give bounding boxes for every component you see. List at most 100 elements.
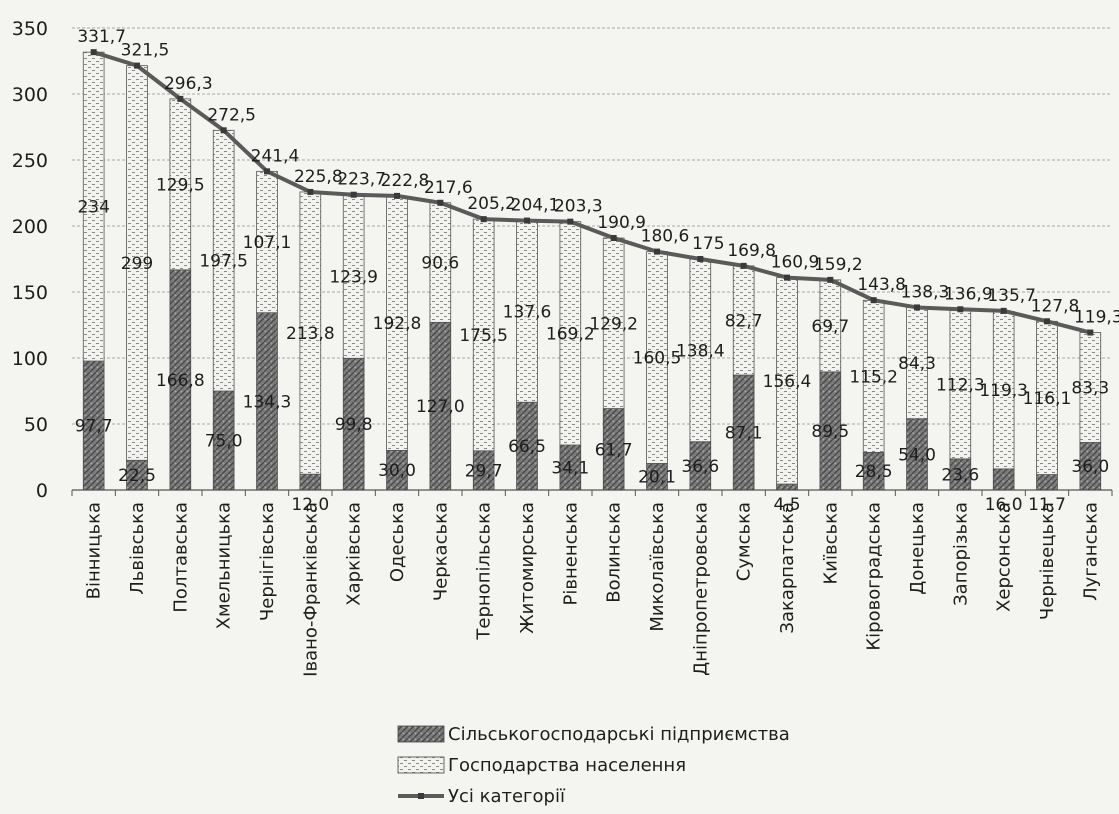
- category-label-21: Херсонська: [994, 502, 1015, 612]
- label-total-10: 204,1: [511, 196, 560, 216]
- label-total-8: 217,6: [424, 178, 473, 198]
- label-enterprises-11: 34,1: [551, 458, 589, 478]
- label-total-5: 225,8: [294, 167, 343, 187]
- label-total-6: 223,7: [337, 170, 386, 190]
- point-total-9: [480, 216, 487, 223]
- y-tick-label-4: 200: [12, 216, 48, 238]
- y-tick-label-5: 250: [12, 150, 48, 172]
- label-households-11: 169,2: [546, 324, 595, 344]
- y-tick-label-1: 50: [24, 414, 48, 436]
- label-enterprises-5: 12,0: [291, 495, 329, 515]
- label-total-23: 119,3: [1074, 308, 1119, 328]
- label-total-4: 241,4: [251, 146, 300, 166]
- label-households-18: 115,2: [849, 367, 898, 387]
- grid-layer: [72, 27, 1112, 425]
- label-enterprises-3: 75,0: [205, 432, 243, 452]
- category-label-20: Запорізька: [950, 502, 971, 606]
- label-total-3: 272,5: [207, 105, 256, 125]
- label-households-13: 160,5: [633, 349, 682, 369]
- category-label-5: Івано-Франківська: [300, 502, 321, 677]
- label-total-20: 136,9: [944, 284, 993, 304]
- label-total-16: 160,9: [771, 253, 820, 273]
- label-total-17: 159,2: [814, 255, 863, 275]
- label-enterprises-2: 166,8: [156, 371, 205, 391]
- axis-layer: 0 50 100 150 200 250 300 350 Вінницька Львівська П…: [12, 18, 1113, 677]
- label-total-1: 321,5: [121, 41, 170, 61]
- bar-enterprises-16: [776, 483, 798, 491]
- category-label-2: Полтавська: [170, 502, 191, 613]
- point-total-13: [654, 248, 660, 255]
- category-label-6: Харківська: [344, 502, 365, 606]
- category-label-14: Дніпропетровська: [690, 502, 711, 676]
- label-total-0: 331,7: [77, 27, 126, 47]
- point-total-1: [134, 62, 140, 69]
- label-households-6: 123,9: [329, 267, 378, 287]
- label-enterprises-8: 127,0: [416, 397, 465, 417]
- point-total-5: [307, 188, 314, 195]
- line-layer: [90, 49, 1094, 336]
- label-enterprises-6: 99,8: [335, 415, 373, 435]
- label-enterprises-22: 11,7: [1028, 495, 1066, 515]
- legend-label-total: Усі категорії: [448, 786, 566, 807]
- label-households-15: 82,7: [725, 311, 763, 331]
- category-label-12: Волинська: [604, 502, 625, 603]
- y-tick-label-0: 0: [36, 480, 48, 502]
- legend-label-households: Господарства населення: [448, 755, 686, 776]
- y-tick-label-3: 150: [12, 282, 48, 304]
- label-enterprises-15: 87,1: [725, 424, 763, 444]
- category-label-4: Чернігівська: [257, 502, 278, 621]
- label-total-7: 222,8: [381, 171, 430, 191]
- point-total-20: [957, 306, 964, 313]
- category-label-1: Львівська: [127, 502, 148, 595]
- category-label-8: Черкаська: [430, 502, 451, 601]
- label-households-0: 234: [77, 198, 109, 218]
- label-total-18: 143,8: [857, 275, 906, 295]
- point-total-10: [524, 217, 530, 224]
- label-households-7: 192,8: [373, 314, 422, 334]
- legend-swatch-enterprises: [397, 725, 445, 743]
- category-label-9: Тернопільська: [474, 502, 495, 641]
- label-households-2: 129,5: [156, 175, 205, 195]
- label-enterprises-1: 22,5: [118, 466, 156, 486]
- label-households-5: 213,8: [286, 324, 335, 344]
- point-total-15: [740, 262, 747, 269]
- label-households-16: 156,4: [763, 372, 812, 392]
- point-total-4: [264, 168, 270, 175]
- bar-enterprises-21: [992, 468, 1015, 491]
- label-households-4: 107,1: [243, 233, 292, 253]
- label-enterprises-14: 36,6: [681, 457, 719, 477]
- legend-layer: Сільськогосподарські підприємства Господа…: [397, 724, 790, 807]
- category-label-15: Сумська: [734, 502, 755, 581]
- label-households-19: 84,3: [898, 354, 936, 374]
- category-label-23: Луганська: [1080, 502, 1101, 601]
- label-enterprises-16: 4,5: [773, 495, 800, 515]
- category-label-17: Київська: [820, 502, 841, 585]
- legend-label-enterprises: Сільськогосподарські підприємства: [448, 724, 790, 745]
- category-label-3: Хмельницька: [214, 502, 235, 629]
- label-households-22: 116,1: [1023, 389, 1072, 409]
- y-tick-label-6: 300: [12, 84, 48, 106]
- label-households-10: 137,6: [503, 302, 552, 322]
- category-label-7: Одеська: [387, 502, 408, 582]
- label-total-11: 203,3: [554, 197, 603, 217]
- label-households-14: 138,4: [676, 341, 725, 361]
- label-households-21: 119,3: [979, 381, 1028, 401]
- bar-enterprises-22: [1036, 474, 1058, 491]
- category-label-0: Вінницька: [84, 502, 105, 599]
- label-households-8: 90,6: [421, 254, 459, 274]
- y-tick-label-7: 350: [12, 18, 48, 40]
- label-households-1: 299: [121, 254, 153, 274]
- label-enterprises-17: 89,5: [811, 422, 849, 442]
- y-tick-label-2: 100: [12, 348, 48, 370]
- point-total-18: [870, 297, 877, 304]
- label-layer: 97,7 234 331,7 22,5 299 321,5 166,8 129,5 296,3 7…: [75, 27, 1119, 515]
- label-enterprises-10: 66,5: [508, 437, 546, 457]
- legend-swatch-households: [397, 756, 445, 774]
- label-enterprises-23: 36,0: [1071, 457, 1109, 477]
- label-enterprises-12: 61,7: [595, 440, 633, 460]
- label-total-15: 169,8: [727, 241, 776, 261]
- label-enterprises-19: 54,0: [898, 445, 936, 465]
- bar-layer: [82, 51, 1102, 491]
- label-households-20: 112,3: [936, 376, 985, 396]
